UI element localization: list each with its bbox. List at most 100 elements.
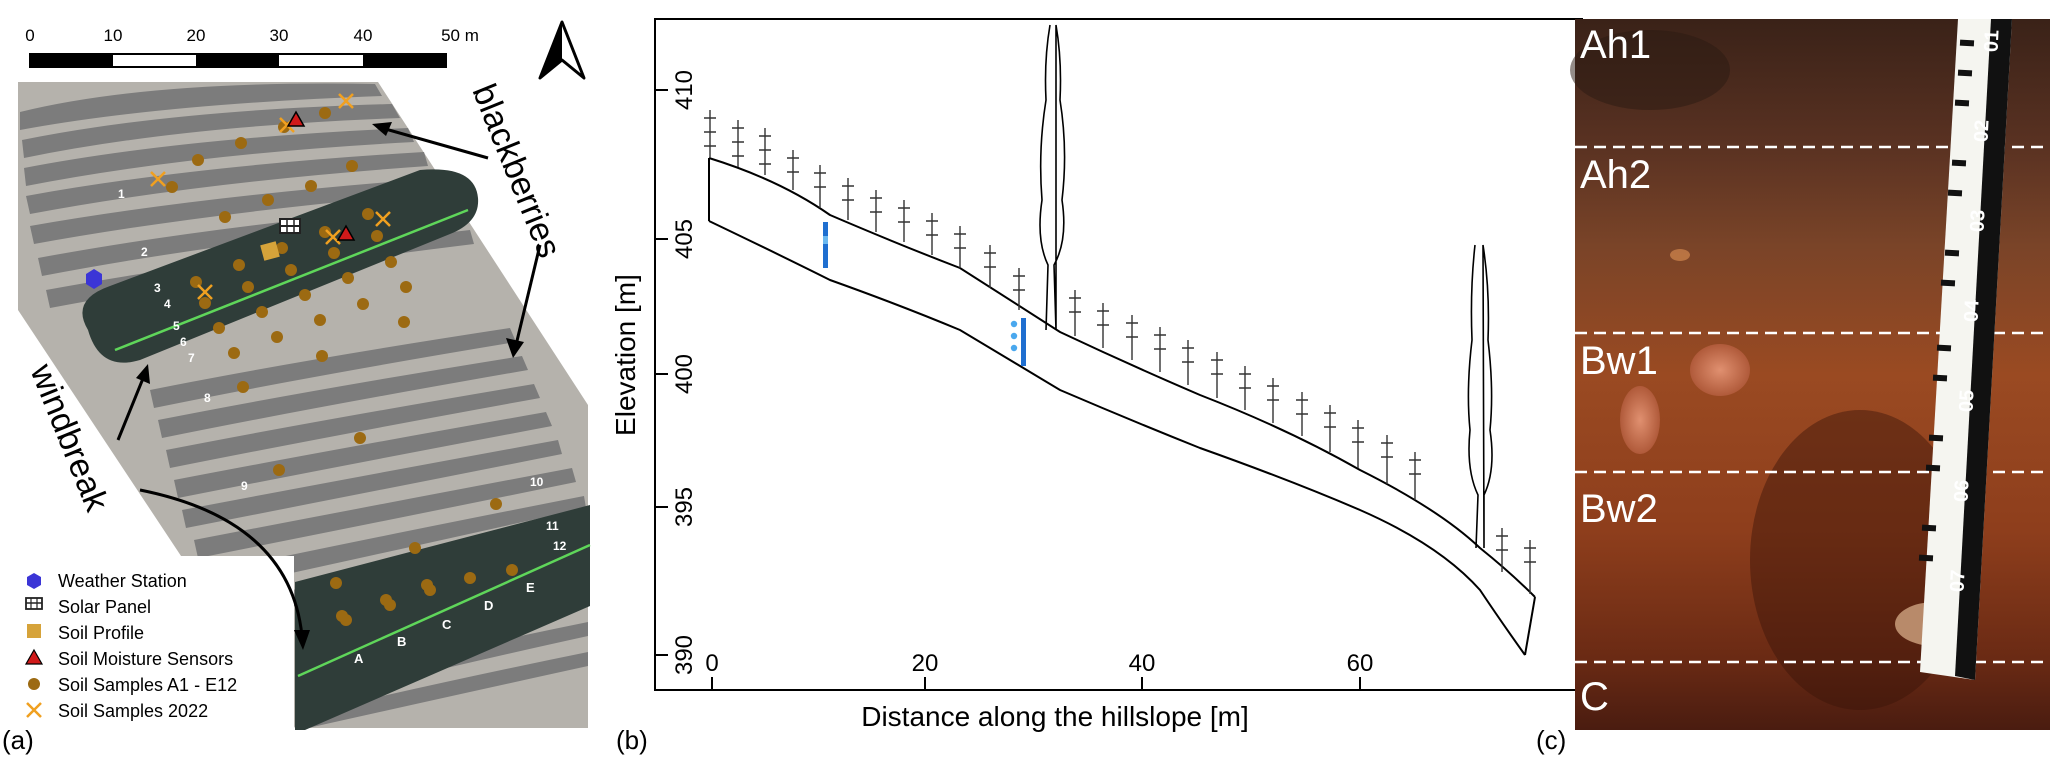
windbreak-centerline: [297, 543, 591, 678]
plot-frame: [654, 18, 1583, 691]
column-letters: A B C D E: [354, 580, 535, 666]
legend-label: Soil Samples 2022: [58, 701, 208, 721]
horizon-boundaries: [1575, 145, 2050, 664]
y-tick-label: 405: [671, 219, 698, 259]
legend-label: Soil Moisture Sensors: [58, 649, 233, 669]
column-letter: A: [354, 651, 364, 666]
ruler-mark: 04: [1960, 298, 1983, 322]
column-letter: C: [442, 617, 452, 632]
windbreak-strip-lower: [295, 505, 590, 730]
scale-bar: 0 10 20 30 40 50 m: [25, 26, 479, 68]
legend-label: Solar Panel: [58, 597, 151, 617]
windbreak-strip-upper: [82, 169, 479, 363]
legend-box: [18, 556, 294, 730]
scale-tick: 50 m: [441, 26, 479, 45]
horizon-label: Bw2: [1580, 487, 1658, 531]
soil-moisture-sensor-marker: [286, 110, 306, 127]
y-tick-label: 410: [671, 70, 698, 110]
row-number: 7: [188, 351, 195, 365]
ruler-mark: 07: [1946, 569, 1969, 592]
arrowhead: [294, 630, 310, 650]
panel-a-map: 0 10 20 30 40 50 m: [2, 20, 591, 755]
scale-tick: 0: [25, 26, 34, 45]
row-number: 12: [553, 539, 567, 553]
y-axis-label: Elevation [m]: [610, 274, 641, 436]
x-axis: 0 20 40 60: [705, 650, 1373, 690]
row-number: 1: [118, 187, 125, 201]
legend-label: Soil Samples A1 - E12: [58, 675, 237, 695]
solar-panel-icon: [25, 597, 43, 610]
row-number: 2: [141, 245, 148, 259]
y-tick-label: 390: [671, 635, 698, 675]
legend: Weather Station Solar Panel Soil Profile…: [24, 571, 237, 721]
horizon-label: Ah1: [1580, 23, 1651, 67]
weather-station-marker: [86, 269, 102, 289]
scale-tick: 40: [354, 26, 373, 45]
panel-c-soil-photo: 01 02 03 04 05 06 07 Ah1 Ah2 Bw1 Bw2 C (…: [1536, 19, 2050, 755]
arrowhead: [372, 122, 392, 136]
column-letter: E: [526, 580, 535, 595]
row-number: 5: [173, 319, 180, 333]
hexagon-icon: [27, 573, 41, 589]
ruler-mark: 02: [1970, 119, 1993, 142]
arrow-to-windbreak: [139, 488, 304, 637]
legend-label: Weather Station: [58, 571, 187, 591]
blackberries-annotation: blackberries: [465, 79, 569, 263]
soil-samples-a1-e12: [166, 107, 518, 626]
rock-fragment: [1670, 249, 1690, 261]
ruler-mark: 06: [1950, 479, 1973, 502]
arrow-to-blackberries: [381, 126, 489, 160]
north-arrow-icon: [538, 20, 586, 80]
horizon-label: Bw1: [1580, 339, 1658, 383]
row-number: 3: [154, 281, 161, 295]
soil-profile-marker: [260, 241, 280, 261]
profile-end-line: [1524, 596, 1536, 656]
row-number: 4: [164, 297, 171, 311]
row-number: 6: [180, 335, 187, 349]
ruler-mark: 01: [1980, 29, 2003, 52]
legend-label: Soil Profile: [58, 623, 144, 643]
triangle-icon: [24, 648, 44, 665]
soil-moisture-sensor-marker: [336, 224, 356, 241]
y-axis: 410 405 400 395 390: [655, 70, 698, 675]
x-axis-label: Distance along the hillslope [m]: [861, 701, 1249, 732]
horizon-label: Ah2: [1580, 153, 1651, 197]
horizon-label: C: [1580, 675, 1609, 719]
rock-fragment: [1620, 386, 1660, 454]
arrowhead: [136, 364, 150, 384]
panel-label-c: (c): [1536, 725, 1566, 755]
scale-tick: 30: [270, 26, 289, 45]
x-tick-label: 20: [912, 650, 939, 677]
x-tick-label: 40: [1129, 650, 1156, 677]
rock-fragment: [1690, 344, 1750, 396]
circle-icon: [28, 678, 40, 690]
row-number: 8: [204, 391, 211, 405]
soil-lower-boundary-line: [708, 220, 1526, 656]
y-tick-label: 400: [671, 354, 698, 394]
scale-tick: 10: [104, 26, 123, 45]
scale-tick: 20: [187, 26, 206, 45]
vine-plants: [704, 110, 1536, 594]
square-icon: [27, 624, 41, 638]
y-tick-label: 395: [671, 487, 698, 527]
row-numbers: 1 2 3 4 5 6 7 8 9 10 11 12: [118, 187, 567, 553]
row-number: 9: [241, 479, 248, 493]
column-letter: D: [484, 598, 493, 613]
windbreak-centerline: [114, 208, 469, 352]
row-number: 11: [546, 519, 559, 533]
measuring-tape: 01 02 03 04 05 06 07: [1918, 19, 2012, 680]
sensor-marker-upper: [823, 222, 828, 268]
row-number: 10: [530, 475, 544, 489]
arrow-to-windbreak: [116, 375, 146, 441]
sensor-marker-lower: [1010, 318, 1026, 366]
panel-label-b: (b): [616, 725, 648, 755]
tree-icon: [1467, 244, 1493, 549]
panel-label-a: (a): [2, 725, 34, 755]
solar-panel-marker: [279, 218, 301, 234]
arrowhead: [506, 338, 524, 358]
arrow-to-blackberries: [514, 244, 542, 346]
panel-b-profile: 410 405 400 395 390 0 20 40 60 Distance …: [610, 18, 1583, 755]
cross-icon: [26, 702, 42, 718]
root-area: [1570, 30, 1730, 110]
ruler-mark: 05: [1955, 389, 1978, 412]
